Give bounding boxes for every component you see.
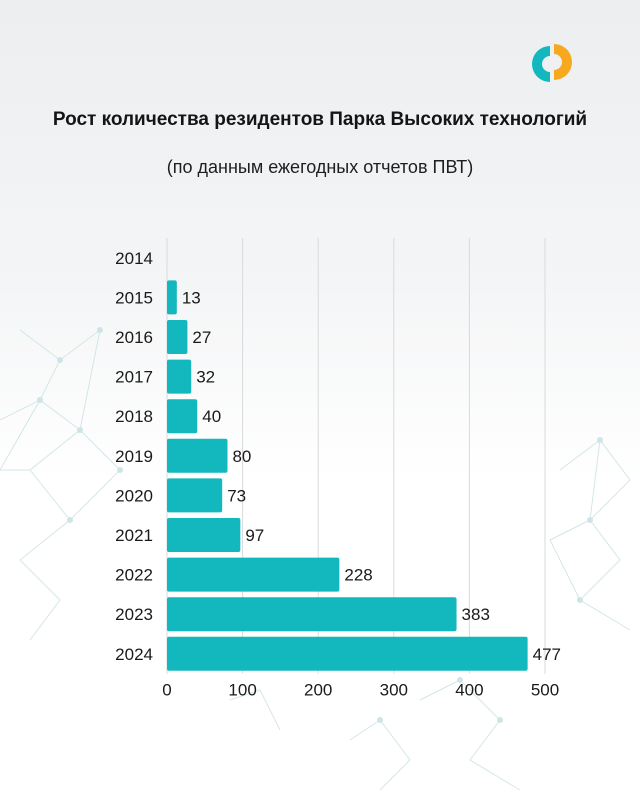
bar [167,597,457,632]
bar [167,399,198,434]
bar-value-label: 73 [227,486,246,505]
y-category-label: 2018 [115,407,153,426]
x-tick-label: 0 [162,681,171,700]
x-tick-label: 500 [531,681,559,700]
x-tick-label: 100 [228,681,256,700]
y-category-label: 2021 [115,526,153,545]
bar-value-label: 97 [245,526,264,545]
chart-title: Рост количества резидентов Парка Высоких… [52,109,588,130]
y-category-label: 2024 [115,645,153,664]
y-category-label: 2023 [115,605,153,624]
y-category-label: 2014 [115,249,153,268]
bar-value-label: 32 [196,368,215,387]
bar-value-label: 13 [182,288,201,307]
bar-value-label: 228 [344,566,372,585]
bar [167,478,223,513]
bar-value-label: 383 [462,605,490,624]
bar-value-label: 477 [533,645,561,664]
bar [167,438,228,473]
bar [167,280,177,315]
x-tick-label: 200 [304,681,332,700]
y-category-label: 2016 [115,328,153,347]
bar [167,557,340,592]
bar [167,636,528,671]
logo-icon [531,44,572,82]
x-tick-label: 400 [455,681,483,700]
bar-value-label: 80 [232,447,251,466]
y-category-label: 2019 [115,447,153,466]
chart-subtitle: (по данным ежегодных отчетов ПВТ) [166,157,474,177]
bar-value-label: 27 [192,328,211,347]
y-category-label: 2020 [115,486,153,505]
bar [167,320,188,354]
y-category-label: 2017 [115,368,153,387]
bar [167,518,241,552]
bar-value-label: 40 [202,407,221,426]
x-tick-label: 300 [380,681,408,700]
bar [167,359,192,394]
y-category-label: 2015 [115,288,153,307]
y-category-label: 2022 [115,566,153,585]
